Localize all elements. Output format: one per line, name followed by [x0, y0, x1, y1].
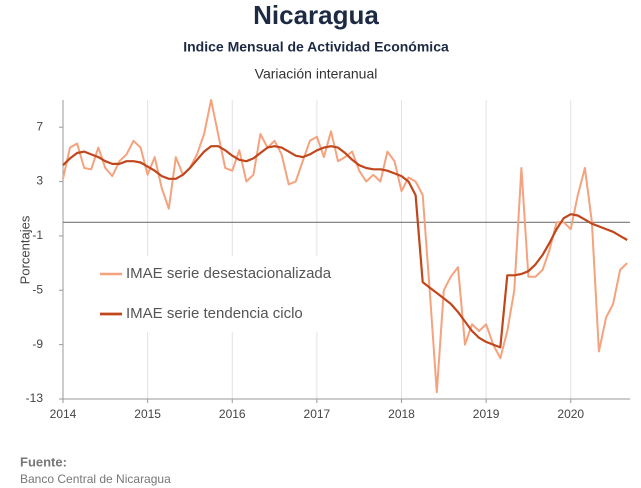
line-series — [62, 99, 628, 394]
source-label: Fuente: — [20, 454, 67, 469]
y-tick-label: -13 — [26, 391, 44, 405]
line-series — [62, 145, 628, 349]
x-tick-label: 2016 — [219, 407, 246, 421]
x-tick-label: 2020 — [557, 407, 584, 421]
legend-label: IMAE serie desestacionalizada — [126, 265, 332, 282]
chart-subtitle: Indice Mensual de Actividad Económica — [183, 39, 449, 55]
x-tick-label: 2015 — [134, 407, 161, 421]
chart-title: Nicaragua — [253, 0, 379, 30]
x-tick-label: 2017 — [304, 407, 331, 421]
x-tick-label: 2014 — [50, 407, 77, 421]
y-tick-label: -9 — [32, 337, 43, 351]
x-tick-label: 2019 — [473, 407, 500, 421]
y-tick-label: -1 — [32, 228, 43, 242]
source: Banco Central de Nicaragua — [20, 472, 171, 486]
legend-box — [92, 256, 372, 332]
y-tick-label: -5 — [32, 282, 43, 296]
chart-subtitle: Variación interanual — [255, 66, 378, 82]
y-axis-label: Porcentajes — [17, 215, 32, 284]
y-tick-label: 7 — [36, 119, 43, 133]
legend-label: IMAE serie tendencia ciclo — [126, 305, 303, 322]
y-tick-label: 3 — [36, 174, 43, 188]
x-tick-label: 2018 — [388, 407, 415, 421]
